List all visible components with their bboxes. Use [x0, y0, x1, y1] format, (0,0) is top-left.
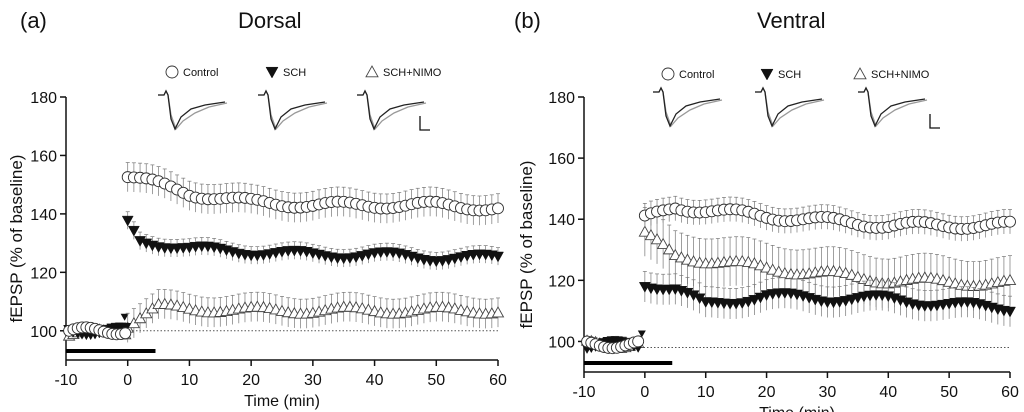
data-point — [632, 335, 645, 348]
legend-label: SCH — [778, 69, 801, 81]
chart-ventral: 100 120 140 160 180 -10 0 10 20 30 40 50 60 Time (min… — [517, 67, 1019, 412]
data-point — [121, 215, 134, 227]
y-tick-label: 140 — [30, 207, 57, 224]
data-point — [165, 65, 179, 79]
x-tick-label: 10 — [697, 384, 715, 401]
data-point — [1004, 215, 1016, 228]
x-tick-label: 50 — [940, 384, 958, 401]
y-tick-label: 180 — [30, 90, 57, 107]
legend-label: Control — [679, 69, 714, 81]
x-axis-label: Time (min) — [759, 405, 835, 412]
chart-title: Ventral — [757, 8, 826, 33]
x-tick-label: 10 — [181, 372, 199, 389]
x-tick-label: 20 — [242, 372, 260, 389]
data-point — [661, 67, 675, 81]
data-point — [748, 295, 761, 306]
data-point — [754, 292, 767, 304]
y-tick-label: 140 — [548, 212, 575, 229]
data-point — [365, 65, 379, 78]
trace-after — [858, 86, 926, 128]
x-tick-label: 30 — [819, 384, 837, 401]
series-control — [63, 162, 504, 341]
x-tick-label: 50 — [427, 372, 445, 389]
x-tick-label: 20 — [758, 384, 776, 401]
fepsp-trace-inset — [755, 86, 825, 128]
y-axis-label: fEPSP (% of baseline) — [517, 161, 536, 329]
data-point — [760, 68, 774, 81]
panel-dorsal: (a) Dorsal 100 120 140 160 180 -10 0 10 20 30 40 50… — [7, 8, 507, 410]
y-tick-label: 100 — [548, 334, 575, 351]
data-point — [644, 228, 658, 241]
data-point — [1004, 306, 1016, 318]
legend-label: SCH — [283, 67, 306, 79]
panel-label: (b) — [514, 8, 541, 33]
data-point — [853, 67, 867, 80]
x-tick-label: -10 — [572, 384, 595, 401]
data-point — [656, 237, 670, 250]
series-sch — [63, 211, 504, 341]
fepsp-trace-inset — [653, 86, 723, 128]
arrow-marker — [637, 330, 646, 338]
data-point — [492, 202, 504, 215]
y-tick-label: 160 — [548, 151, 575, 168]
data-point — [638, 225, 652, 237]
legend-label: Control — [183, 67, 218, 79]
fepsp-trace-inset — [858, 86, 928, 128]
y-tick-label: 160 — [30, 148, 57, 165]
x-tick-label: -10 — [54, 372, 77, 389]
data-point — [669, 248, 682, 261]
y-tick-label: 120 — [548, 273, 575, 290]
legend-label: SCH+NIMO — [871, 69, 930, 81]
fepsp-trace-inset — [258, 89, 328, 131]
y-tick-label: 100 — [30, 324, 57, 341]
chart-title: Dorsal — [238, 8, 302, 33]
x-tick-label: 40 — [879, 384, 897, 401]
data-point — [662, 243, 676, 255]
data-point — [491, 306, 505, 318]
y-tick-label: 180 — [548, 90, 575, 107]
x-tick-label: 60 — [1001, 384, 1019, 401]
panel-ventral: (b) Ventral 100 120 140 160 180 -10 0 10 20 30 40 5… — [512, 0, 1024, 412]
drug-application-bar — [584, 361, 673, 365]
data-point — [127, 225, 140, 237]
data-point — [492, 251, 504, 263]
chart-dorsal: 100 120 140 160 180 -10 0 10 20 30 40 50 60 Time (min… — [7, 65, 507, 410]
fepsp-trace-inset — [158, 89, 228, 131]
trace-after — [653, 86, 721, 128]
data-point — [265, 66, 279, 79]
x-tick-label: 40 — [366, 372, 384, 389]
x-tick-label: 0 — [123, 372, 132, 389]
legend-label: SCH+NIMO — [383, 67, 442, 79]
arrow-marker — [120, 313, 129, 321]
trace-after — [357, 89, 425, 131]
data-point — [650, 232, 664, 245]
scale-bar — [929, 114, 940, 129]
trace-after — [258, 89, 326, 131]
fepsp-trace-inset — [357, 89, 427, 131]
data-point — [119, 327, 132, 340]
trace-after — [158, 89, 226, 131]
y-tick-label: 120 — [30, 265, 57, 282]
y-axis-label: fEPSP (% of baseline) — [7, 155, 26, 323]
series-control — [581, 195, 1016, 355]
x-tick-label: 60 — [489, 372, 507, 389]
x-tick-label: 30 — [304, 372, 322, 389]
scale-bar — [419, 116, 430, 131]
data-point — [1003, 273, 1017, 285]
x-tick-label: 0 — [640, 384, 649, 401]
x-axis-label: Time (min) — [244, 393, 320, 410]
trace-after — [755, 86, 823, 128]
drug-application-bar — [66, 349, 156, 353]
panel-label: (a) — [20, 8, 47, 33]
